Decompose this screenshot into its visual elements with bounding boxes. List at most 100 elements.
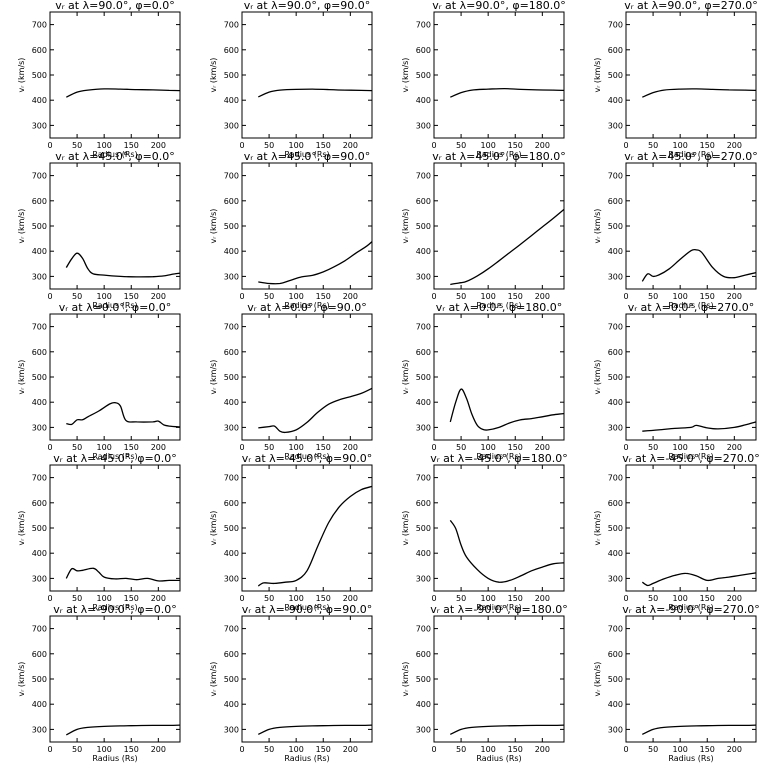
y-tick-label: 500: [224, 222, 239, 231]
y-tick-label: 300: [416, 272, 431, 281]
series-line: [258, 387, 373, 434]
x-tick-label: 200: [727, 594, 742, 603]
y-tick-label: 600: [416, 348, 431, 357]
y-tick-label: 500: [416, 675, 431, 684]
y-tick-label: 600: [32, 197, 47, 206]
x-tick-label: 200: [151, 141, 166, 150]
panel-title: vᵣ at λ=90.0°, φ=90.0°: [244, 0, 371, 12]
series-line: [450, 87, 565, 98]
plot-frame: [49, 162, 181, 290]
panel-16: vᵣ at λ=-45.0°, φ=270.0° 0 50 100 150 200 300 4…: [593, 452, 760, 612]
y-tick-label: 700: [224, 474, 239, 483]
x-axis-label: Radius (Rs): [284, 452, 329, 461]
panel-title: vᵣ at λ=-90.0°, φ=180.0°: [430, 603, 568, 616]
y-tick-label: 700: [416, 21, 431, 30]
y-tick-label: 400: [32, 247, 47, 256]
series-line: [258, 241, 373, 285]
y-tick-label: 500: [416, 373, 431, 382]
y-tick-label: 600: [224, 46, 239, 55]
series-line: [642, 421, 757, 432]
x-tick-label: 150: [124, 443, 139, 452]
panel-19: vᵣ at λ=-90.0°, φ=180.0° 0 50 100 150 200 300 4…: [401, 603, 568, 763]
panel-6: vᵣ at λ=45.0°, φ=90.0° 0 50 100 150 200 300 400…: [209, 150, 373, 310]
y-tick-label: 600: [32, 650, 47, 659]
y-tick-label: 600: [416, 197, 431, 206]
plot-frame: [241, 464, 373, 592]
plot-frame: [625, 11, 757, 139]
y-tick-label: 600: [608, 197, 623, 206]
y-tick-label: 500: [224, 373, 239, 382]
x-tick-label: 50: [456, 141, 466, 150]
y-tick-label: 300: [416, 725, 431, 734]
plot-frame: [433, 464, 565, 592]
y-tick-label: 500: [608, 71, 623, 80]
y-tick-label: 300: [32, 725, 47, 734]
y-tick-label: 300: [224, 574, 239, 583]
y-tick-label: 400: [416, 247, 431, 256]
panel-title: vᵣ at λ=90.0°, φ=270.0°: [624, 0, 758, 12]
series-line: [450, 208, 565, 286]
x-tick-label: 150: [316, 443, 331, 452]
y-tick-label: 300: [416, 574, 431, 583]
y-axis-label: vᵣ (km/s): [401, 360, 410, 395]
y-tick-label: 400: [32, 549, 47, 558]
y-tick-label: 500: [416, 71, 431, 80]
y-tick-label: 700: [224, 323, 239, 332]
y-axis-label: vᵣ (km/s): [593, 209, 602, 244]
y-tick-label: 500: [32, 222, 47, 231]
y-tick-label: 600: [32, 46, 47, 55]
x-axis-label: Radius (Rs): [284, 301, 329, 310]
y-tick-label: 400: [32, 700, 47, 709]
x-tick-label: 200: [151, 443, 166, 452]
y-tick-label: 300: [608, 272, 623, 281]
panel-11: vᵣ at λ=0.0°, φ=180.0° 0 50 100 150 200 300 400…: [401, 301, 565, 461]
x-tick-label: 150: [124, 141, 139, 150]
panel-9: vᵣ at λ=0.0°, φ=0.0° 0 50 100 150 200 300 400 50…: [17, 301, 181, 461]
y-axis-label: vᵣ (km/s): [401, 58, 410, 93]
x-tick-label: 0: [431, 594, 436, 603]
y-axis-label: vᵣ (km/s): [593, 511, 602, 546]
y-tick-label: 500: [32, 675, 47, 684]
panel-15: vᵣ at λ=-45.0°, φ=180.0° 0 50 100 150 200 300 4…: [401, 452, 568, 612]
panel-4: vᵣ at λ=90.0°, φ=270.0° 0 50 100 150 200 300 40…: [593, 0, 758, 159]
y-tick-label: 300: [32, 121, 47, 130]
series-line: [65, 567, 181, 582]
x-tick-label: 0: [239, 594, 244, 603]
panel-title: vᵣ at λ=0.0°, φ=0.0°: [59, 301, 172, 314]
x-tick-label: 200: [343, 292, 358, 301]
plot-frame: [241, 615, 373, 743]
x-tick-label: 100: [481, 443, 496, 452]
panel-7: vᵣ at λ=45.0°, φ=180.0° 0 50 100 150 200 300 40…: [401, 150, 566, 310]
series-line: [641, 572, 757, 587]
panel-title: vᵣ at λ=90.0°, φ=0.0°: [55, 0, 175, 12]
y-axis-label: vᵣ (km/s): [17, 511, 26, 546]
series-line: [65, 252, 181, 278]
y-tick-label: 400: [224, 549, 239, 558]
x-tick-label: 100: [481, 594, 496, 603]
x-tick-label: 200: [343, 141, 358, 150]
y-tick-label: 300: [608, 725, 623, 734]
x-tick-label: 200: [343, 745, 358, 754]
plot-frame: [241, 11, 373, 139]
y-tick-label: 600: [224, 348, 239, 357]
y-tick-label: 500: [608, 524, 623, 533]
y-tick-label: 400: [224, 398, 239, 407]
y-tick-label: 300: [416, 423, 431, 432]
y-tick-label: 500: [608, 675, 623, 684]
x-tick-label: 150: [700, 594, 715, 603]
panel-title: vᵣ at λ=-45.0°, φ=180.0°: [430, 452, 568, 465]
panel-title: vᵣ at λ=45.0°, φ=90.0°: [244, 150, 371, 163]
y-tick-label: 700: [608, 323, 623, 332]
x-tick-label: 150: [316, 292, 331, 301]
y-tick-label: 700: [224, 625, 239, 634]
panel-18: vᵣ at λ=-90.0°, φ=90.0° 0 50 100 150 200 300 40…: [209, 603, 373, 763]
x-tick-label: 100: [481, 745, 496, 754]
y-tick-label: 400: [224, 96, 239, 105]
plot-frame: [433, 313, 565, 441]
y-axis-label: vᵣ (km/s): [209, 360, 218, 395]
y-tick-label: 300: [224, 725, 239, 734]
panel-title: vᵣ at λ=-90.0°, φ=90.0°: [242, 603, 373, 616]
x-axis-label: Radius (Rs): [668, 603, 713, 612]
x-tick-label: 50: [648, 594, 658, 603]
x-tick-label: 100: [673, 745, 688, 754]
